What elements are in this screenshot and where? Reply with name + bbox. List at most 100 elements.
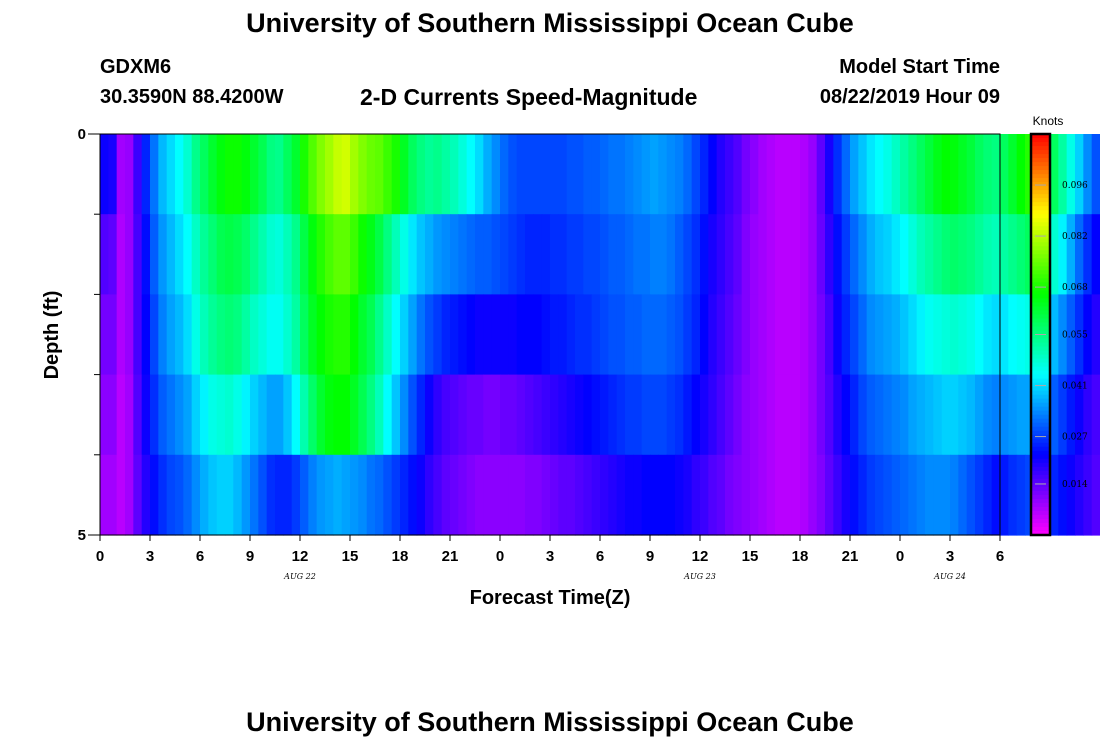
heatmap-cell: [758, 214, 768, 295]
heatmap-cell: [958, 134, 968, 215]
heatmap-cell: [458, 134, 468, 215]
colorbar-step: [1031, 514, 1050, 520]
plot-title: 2-D Currents Speed-Magnitude: [360, 84, 698, 110]
heatmap-cell: [525, 374, 534, 456]
heatmap-cell: [558, 454, 568, 536]
heatmap-cell: [400, 214, 409, 295]
heatmap-cell: [591, 294, 601, 376]
heatmap-cell: [883, 294, 893, 376]
heatmap-cell: [1058, 134, 1068, 215]
colorbar-step: [1031, 458, 1050, 464]
heatmap-cell: [916, 214, 926, 295]
heatmap-cell: [950, 214, 959, 295]
heatmap-cell: [500, 374, 509, 456]
colorbar-tick-label: 0.041: [1062, 382, 1088, 392]
colorbar-step: [1031, 474, 1050, 480]
heatmap-cell: [841, 374, 851, 456]
heatmap-cell: [591, 454, 601, 536]
heatmap-cell: [925, 454, 934, 536]
heatmap-cell: [608, 134, 618, 215]
heatmap-cell: [641, 454, 651, 536]
heatmap-cell: [733, 374, 743, 456]
date-label: AUG 23: [683, 572, 716, 581]
heatmap-cell: [1066, 134, 1076, 215]
colorbar-step: [1031, 486, 1050, 492]
heatmap-cell: [300, 454, 309, 536]
heatmap-cell: [516, 454, 526, 536]
heatmap-cell: [491, 454, 501, 536]
heatmap-cell: [941, 214, 951, 295]
colorbar-step: [1031, 466, 1050, 472]
heatmap-cell: [316, 454, 326, 536]
heatmap-cell: [891, 134, 901, 215]
heatmap-cell: [900, 374, 909, 456]
heatmap-cell: [775, 214, 784, 295]
heatmap-cell: [225, 294, 234, 376]
heatmap-cell: [600, 454, 609, 536]
heatmap-cell: [658, 294, 668, 376]
heatmap-cell: [416, 374, 426, 456]
heatmap-cell: [1025, 294, 1034, 376]
heatmap-cell: [425, 374, 434, 456]
heatmap-cell: [666, 214, 676, 295]
heatmap-cell: [725, 454, 734, 536]
heatmap-cell: [850, 294, 859, 376]
heatmap-cell: [741, 214, 751, 295]
colorbar-step: [1031, 406, 1050, 412]
heatmap-cell: [625, 134, 634, 215]
colorbar-step: [1031, 154, 1050, 159]
colorbar-step: [1031, 170, 1050, 175]
heatmap-cell: [466, 214, 476, 295]
heatmap-cell: [575, 374, 584, 456]
heatmap-cell: [1083, 214, 1093, 295]
heatmap-cell: [441, 374, 451, 456]
heatmap-cell: [700, 134, 709, 215]
heatmap-cell: [891, 214, 901, 295]
heatmap-cell: [558, 214, 568, 295]
colorbar-step: [1031, 290, 1050, 295]
colorbar-step: [1031, 398, 1050, 404]
heatmap-cell: [108, 134, 118, 215]
heatmap-cell: [191, 294, 201, 376]
heatmap-cell: [550, 454, 559, 536]
heatmap-cell: [850, 374, 859, 456]
heatmap-cell: [133, 294, 143, 376]
heatmap-cell: [133, 134, 143, 215]
x-tick-label: 9: [646, 548, 654, 565]
heatmap-cell: [216, 374, 226, 456]
heatmap-cell: [300, 214, 309, 295]
heatmap-cell: [533, 374, 543, 456]
heatmap-cell: [483, 454, 493, 536]
heatmap-cell: [641, 294, 651, 376]
heatmap-cell: [866, 454, 876, 536]
heatmap-cell: [575, 454, 584, 536]
heatmap-cell: [858, 454, 868, 536]
heatmap-cell: [783, 294, 793, 376]
heatmap-cell: [325, 214, 334, 295]
heatmap-cell: [966, 294, 976, 376]
colorbar-ticks: 0.096 0.082 0.068 0.055 0.041 0.027 0.014: [1035, 181, 1088, 490]
colorbar-step: [1031, 346, 1050, 352]
heatmap-cell: [291, 294, 301, 376]
colorbar-step: [1031, 310, 1050, 316]
heatmap-cell: [333, 294, 343, 376]
heatmap-cell: [716, 454, 726, 536]
heatmap-cell: [508, 374, 518, 456]
heatmap-cell: [125, 294, 134, 376]
colorbar-gradient: [1031, 134, 1050, 536]
colorbar-step: [1031, 430, 1050, 436]
heatmap-cell: [850, 454, 859, 536]
heatmap-cell: [925, 214, 934, 295]
heatmap-cell: [700, 374, 709, 456]
heatmap-cell: [800, 374, 809, 456]
heatmap-cell: [783, 374, 793, 456]
heatmap-cell: [616, 214, 626, 295]
colorbar-step: [1031, 138, 1050, 143]
heatmap-cell: [783, 454, 793, 536]
colorbar-step: [1031, 142, 1050, 147]
heatmap-cell: [1050, 454, 1059, 536]
heatmap-cell: [933, 454, 943, 536]
heatmap-cell: [658, 134, 668, 215]
heatmap-cell: [166, 374, 176, 456]
heatmap-cell: [708, 454, 718, 536]
